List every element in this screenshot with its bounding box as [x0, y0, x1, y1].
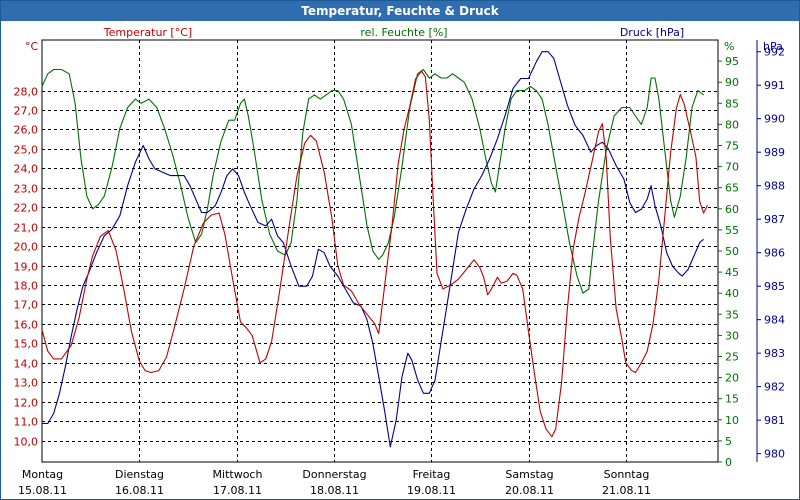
hum-tick-label: 35 — [725, 308, 739, 321]
temp-tick-label: 13,0 — [14, 377, 39, 390]
hum-tick-label: 95 — [725, 55, 739, 68]
temp-tick-label: 17,0 — [14, 299, 39, 312]
temp-tick-label: 18,0 — [14, 280, 39, 293]
x-day-label: Mittwoch — [213, 468, 263, 481]
temp-tick-label: 28,0 — [14, 86, 39, 99]
press-tick-label: 980 — [764, 448, 785, 461]
temp-unit-label: °C — [25, 40, 39, 53]
hum-tick-label: 50 — [725, 245, 739, 258]
hum-tick-label: 90 — [725, 76, 739, 89]
hum-unit-label: % — [724, 40, 734, 53]
temp-tick-label: 19,0 — [14, 261, 39, 274]
temp-tick-label: 10,0 — [14, 436, 39, 449]
temp-tick-label: 22,0 — [14, 202, 39, 215]
press-tick-label: 981 — [764, 414, 785, 427]
press-unit-label: hPa — [763, 40, 783, 53]
humidity-series-line — [41, 68, 704, 294]
hum-tick-label: 40 — [725, 287, 739, 300]
x-date-label: 19.08.11 — [407, 484, 456, 497]
press-tick-label: 989 — [764, 146, 785, 159]
x-day-label: Freitag — [413, 468, 451, 481]
temp-tick-label: 16,0 — [14, 319, 39, 332]
temp-tick-label: 20,0 — [14, 241, 39, 254]
temp-series-label: Temperatur [°C] — [103, 26, 192, 39]
x-day-label: Donnerstag — [302, 468, 366, 481]
hum-tick-label: 30 — [725, 329, 739, 342]
pressure-series-line — [42, 51, 704, 448]
temp-tick-label: 27,0 — [14, 105, 39, 118]
press-tick-label: 984 — [764, 314, 785, 327]
hum-tick-label: 75 — [725, 140, 739, 153]
hum-tick-label: 15 — [725, 393, 739, 406]
press-tick-label: 985 — [764, 280, 785, 293]
temp-tick-label: 26,0 — [14, 124, 39, 137]
hum-tick-label: 10 — [725, 414, 739, 427]
press-series-label: Druck [hPa] — [620, 26, 684, 39]
x-day-label: Sonntag — [604, 468, 650, 481]
press-tick-label: 991 — [764, 79, 785, 92]
plot-area — [41, 39, 719, 463]
hum-tick-label: 5 — [725, 435, 732, 448]
press-tick-label: 982 — [764, 381, 785, 394]
x-date-label: 20.08.11 — [505, 484, 554, 497]
temp-tick-label: 14,0 — [14, 358, 39, 371]
press-tick-label: 990 — [764, 113, 785, 126]
temp-tick-label: 11,0 — [14, 416, 39, 429]
x-day-label: Samstag — [505, 468, 553, 481]
x-date-label: 15.08.11 — [18, 484, 67, 497]
temperature-series-line — [41, 70, 708, 438]
temp-tick-label: 25,0 — [14, 144, 39, 157]
hum-tick-label: 80 — [725, 118, 739, 131]
hum-series-label: rel. Feuchte [%] — [360, 26, 447, 39]
hum-tick-label: 85 — [725, 97, 739, 110]
hum-tick-label: 0 — [725, 456, 732, 469]
x-date-label: 21.08.11 — [602, 484, 651, 497]
hum-tick-label: 65 — [725, 182, 739, 195]
temp-tick-label: 23,0 — [14, 183, 39, 196]
temp-tick-label: 15,0 — [14, 338, 39, 351]
x-day-label: Montag — [22, 468, 63, 481]
hum-tick-label: 60 — [725, 203, 739, 216]
x-date-label: 18.08.11 — [310, 484, 359, 497]
temp-tick-label: 12,0 — [14, 397, 39, 410]
hum-tick-label: 25 — [725, 351, 739, 364]
hum-tick-label: 70 — [725, 161, 739, 174]
x-date-label: 16.08.11 — [115, 484, 164, 497]
chart-title: Temperatur, Feuchte & Druck — [1, 1, 799, 21]
press-tick-label: 992 — [764, 46, 785, 59]
x-date-label: 17.08.11 — [213, 484, 262, 497]
hum-tick-label: 20 — [725, 372, 739, 385]
press-tick-label: 988 — [764, 180, 785, 193]
hum-tick-label: 55 — [725, 224, 739, 237]
press-tick-label: 987 — [764, 213, 785, 226]
temp-tick-label: 21,0 — [14, 222, 39, 235]
x-day-label: Dienstag — [115, 468, 164, 481]
hum-tick-label: 45 — [725, 266, 739, 279]
press-tick-label: 986 — [764, 247, 785, 260]
temp-tick-label: 24,0 — [14, 163, 39, 176]
press-tick-label: 983 — [764, 347, 785, 360]
